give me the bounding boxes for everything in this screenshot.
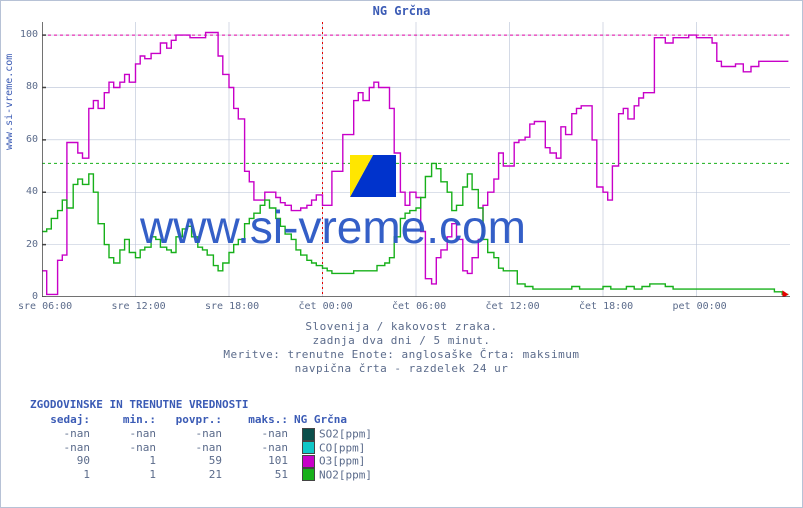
legend-label: O3[ppm] xyxy=(319,455,365,468)
line-chart xyxy=(42,22,790,297)
stats-cell: -nan xyxy=(162,441,228,455)
y-tick-label: 80 xyxy=(26,81,38,92)
table-row: -nan-nan-nan-nanSO2[ppm] xyxy=(30,427,376,441)
stats-series-cell: SO2[ppm] xyxy=(294,427,376,441)
x-tick-label: pet 00:00 xyxy=(673,301,727,312)
x-tick-label: čet 12:00 xyxy=(486,301,540,312)
stats-cell: 1 xyxy=(30,468,96,482)
stats-cell: -nan xyxy=(96,427,162,441)
legend-label: SO2[ppm] xyxy=(319,428,372,441)
stats-series-header: NG Grčna xyxy=(294,413,376,427)
stats-series-cell: CO[ppm] xyxy=(294,441,376,455)
stats-cell: 51 xyxy=(228,468,294,482)
stats-cell: 90 xyxy=(30,454,96,468)
stats-cell: 21 xyxy=(162,468,228,482)
legend-swatch xyxy=(302,468,315,481)
y-tick-label: 20 xyxy=(26,239,38,250)
stats-cell: -nan xyxy=(96,441,162,455)
y-tick-label: 60 xyxy=(26,134,38,145)
stats-cell: -nan xyxy=(228,427,294,441)
y-tick-label: 100 xyxy=(20,29,38,40)
stats-col-header: min.: xyxy=(96,413,162,427)
stats-cell: 1 xyxy=(96,468,162,482)
x-tick-label: čet 06:00 xyxy=(392,301,446,312)
stats-series-cell: NO2[ppm] xyxy=(294,468,376,482)
stats-cell: 101 xyxy=(228,454,294,468)
legend-swatch xyxy=(302,455,315,468)
stats-col-header: sedaj: xyxy=(30,413,96,427)
stats-cell: -nan xyxy=(162,427,228,441)
legend-swatch xyxy=(302,441,315,454)
x-tick-label: sre 18:00 xyxy=(205,301,259,312)
stats-cell: -nan xyxy=(30,441,96,455)
stats-cell: 1 xyxy=(96,454,162,468)
table-row: 112151NO2[ppm] xyxy=(30,468,376,482)
caption-line: zadnja dva dni / 5 minut. xyxy=(0,334,803,347)
stats-cell: -nan xyxy=(228,441,294,455)
table-row: -nan-nan-nan-nanCO[ppm] xyxy=(30,441,376,455)
caption-line: navpična črta - razdelek 24 ur xyxy=(0,362,803,375)
legend-label: CO[ppm] xyxy=(319,441,365,454)
table-row: 90159101 O3[ppm] xyxy=(30,454,376,468)
chart-title: NG Grčna xyxy=(0,4,803,18)
stats-table: sedaj:min.:povpr.:maks.:NG Grčna-nan-nan… xyxy=(30,413,376,481)
x-tick-label: sre 06:00 xyxy=(18,301,72,312)
x-tick-label: sre 12:00 xyxy=(112,301,166,312)
stats-col-header: maks.: xyxy=(228,413,294,427)
legend-label: NO2[ppm] xyxy=(319,468,372,481)
stats-col-header: povpr.: xyxy=(162,413,228,427)
stats-series-cell: O3[ppm] xyxy=(294,454,376,468)
caption-line: Slovenija / kakovost zraka. xyxy=(0,320,803,333)
caption-line: Meritve: trenutne Enote: anglosaške Črta… xyxy=(0,348,803,361)
stats-table-area: ZGODOVINSKE IN TRENUTNE VREDNOSTI sedaj:… xyxy=(30,398,770,481)
source-label-rotated: www.si-vreme.com xyxy=(4,54,15,150)
y-tick-label: 40 xyxy=(26,186,38,197)
x-tick-label: čet 18:00 xyxy=(579,301,633,312)
x-tick-label: čet 00:00 xyxy=(299,301,353,312)
stats-cell: 59 xyxy=(162,454,228,468)
stats-cell: -nan xyxy=(30,427,96,441)
stats-table-title: ZGODOVINSKE IN TRENUTNE VREDNOSTI xyxy=(30,398,770,411)
legend-swatch xyxy=(302,428,315,441)
